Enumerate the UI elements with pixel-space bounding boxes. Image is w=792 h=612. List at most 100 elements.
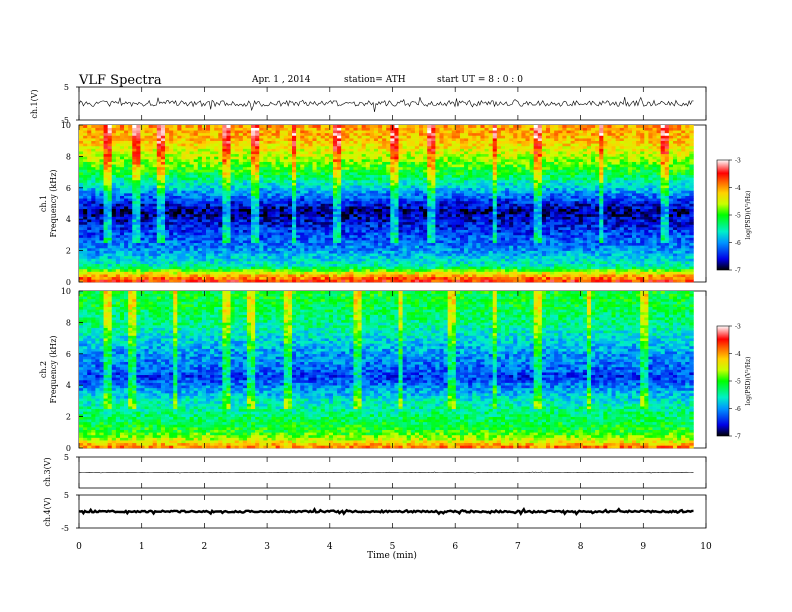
ch1-spectrogram-cell [115, 224, 121, 228]
ch1-spectrogram-cell [79, 138, 84, 141]
ch1-spectrogram-cell [87, 266, 92, 270]
ch1-spectrogram-cell [214, 245, 219, 249]
ch1-spectrogram-cell [328, 151, 334, 155]
ch1-spectrogram-cell [160, 245, 166, 249]
ch1-spectrogram-cell [83, 242, 88, 246]
ch1-spectrogram-cell [267, 179, 272, 183]
ch1-spectrogram-cell [361, 156, 367, 160]
ch1-spectrogram-cell [107, 169, 113, 173]
ch1-spectrogram-cell [222, 195, 227, 199]
ch1-spectrogram-cell [107, 130, 113, 134]
ch1-spectrogram-cell [304, 164, 309, 168]
ch1-spectrogram-cell [324, 151, 330, 155]
ch1-spectrogram-cell [259, 211, 264, 215]
ch1-spectrogram-cell [304, 279, 309, 283]
ch1-spectrogram-cell [304, 138, 309, 141]
ch1-spectrogram-cell [349, 140, 354, 144]
ch1-spectrogram-cell [255, 216, 260, 220]
ch1-spectrogram-cell [144, 198, 149, 202]
ch1-spectrogram-cell [414, 193, 420, 196]
ch1-spectrogram-cell [312, 195, 317, 199]
ch1-spectrogram-cell [185, 279, 190, 283]
ch1-spectrogram-cell [320, 237, 326, 241]
ch1-spectrogram-cell [378, 227, 383, 230]
ch1-spectrogram-cell [251, 234, 256, 238]
ch1-spectrogram-cell [132, 174, 137, 178]
ch1-spectrogram-cell [177, 279, 182, 283]
ch1-spectrogram-cell [332, 279, 338, 283]
ch1-spectrogram-cell [337, 200, 342, 204]
ch1-spectrogram-cell [296, 247, 301, 251]
ch1-spectrogram-cell [353, 156, 358, 160]
ch1-spectrogram-cell [382, 216, 387, 220]
ch1-spectrogram-cell [283, 166, 289, 170]
ch1-spectrogram-cell [115, 255, 121, 259]
ch1-spectrogram-cell [341, 166, 346, 170]
ch1-spectrogram-cell [111, 193, 117, 196]
ch1-spectrogram-cell [230, 145, 235, 149]
ch1-spectrogram-cell [185, 190, 190, 194]
ch1-spectrogram-cell [234, 276, 240, 280]
ch1-spectrogram-cell [177, 266, 182, 270]
ch1-spectrogram-cell [115, 221, 121, 225]
ch1-spectrogram-cell [87, 237, 92, 241]
ch1-spectrogram-cell [259, 145, 264, 149]
ch1-spectrogram-cell [390, 185, 395, 189]
ch1-spectrogram-cell [83, 247, 88, 251]
ch1-spectrogram-cell [201, 169, 207, 173]
ch1-spectrogram-cell [279, 245, 285, 249]
ch1-spectrogram-cell [214, 261, 219, 264]
ch1-spectrogram-cell [419, 279, 424, 283]
ch1-spectrogram-cell [369, 200, 375, 204]
ch1-spectrogram-cell [152, 219, 158, 223]
ch1-spectrogram-cell [279, 274, 285, 278]
ch1-spectrogram-cell [349, 125, 354, 128]
ch1-spectrogram-cell [205, 219, 211, 223]
ch1-spectrogram-cell [165, 193, 170, 196]
ch1-spectrogram-cell [99, 219, 104, 223]
ch1-spectrogram-cell [107, 143, 113, 147]
ch1-spectrogram-cell [238, 211, 244, 215]
ch1-spectrogram-cell [320, 240, 326, 244]
ch1-spectrogram-cell [251, 182, 256, 186]
ch1-spectrogram-cell [169, 245, 174, 249]
ch1-spectrogram-cell [91, 208, 96, 212]
ch1-spectrogram-cell [214, 242, 219, 246]
ch1-spectrogram-cell [279, 237, 285, 241]
ch1-spectrogram-cell [320, 216, 326, 220]
ch1-spectrogram-cell [398, 245, 403, 249]
ch1-spectrogram-cell [230, 227, 235, 230]
ch1-spectrogram-cell [169, 271, 174, 275]
ch1-spectrogram-cell [79, 255, 84, 259]
ch1-spectrogram-cell [185, 206, 190, 210]
ch1-spectrogram-cell [210, 143, 215, 147]
ch1-spectrogram-cell [83, 216, 88, 220]
ch1-spectrogram-cell [210, 203, 215, 207]
ch1-spectrogram-cell [197, 140, 203, 144]
ch1-spectrogram-cell [91, 198, 96, 202]
ch1-spectrogram-cell [398, 271, 403, 275]
ch1-spectrogram-cell [119, 138, 125, 141]
ch1-spectrogram-cell [341, 261, 346, 264]
ch1-spectrogram-cell [103, 213, 108, 217]
ch1-spectrogram-cell [103, 164, 108, 168]
ch1-spectrogram-cell [361, 125, 367, 128]
ch1-spectrogram-cell [87, 200, 92, 204]
ch1-spectrogram-cell [148, 138, 154, 141]
ch1-spectrogram-cell [79, 156, 84, 160]
ch1-spectrogram-cell [382, 143, 387, 147]
ch1-spectrogram-cell [111, 224, 117, 228]
ch1-spectrogram-cell [128, 216, 133, 220]
ch1-spectrogram-cell [369, 145, 375, 149]
ch1-spectrogram-cell [390, 216, 395, 220]
ch1-spectrogram-cell [234, 164, 240, 168]
ch1-spectrogram-cell [251, 161, 256, 165]
ch1-spectrogram-cell [189, 193, 194, 196]
ch1-spectrogram-cell [99, 208, 104, 212]
ch1-spectrogram-cell [169, 216, 174, 220]
ch1-spectrogram-cell [87, 268, 92, 272]
ch1-spectrogram-cell [83, 195, 88, 199]
ch1-spectrogram-cell [87, 132, 92, 136]
ch1-spectrogram-cell [173, 190, 178, 194]
ch1-spectrogram-cell [214, 232, 219, 236]
